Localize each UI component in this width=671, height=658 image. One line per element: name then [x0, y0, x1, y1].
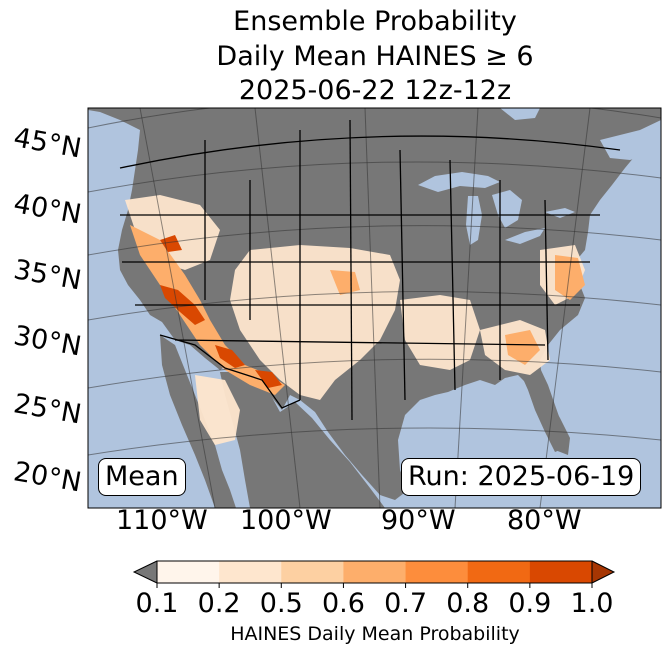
colorbar-tick-label: 0.6: [321, 588, 365, 619]
lake-erie: [505, 228, 545, 244]
title-line-3: 2025-06-22 12z-12z: [238, 75, 512, 106]
lon-label-100: 100°W: [240, 505, 332, 536]
lon-label-110: 110°W: [116, 505, 208, 536]
lon-label-80: 80°W: [507, 505, 582, 536]
lon-label-90: 90°W: [381, 505, 456, 536]
colorbar-cell: [219, 561, 282, 583]
colorbar-under-triangle: [134, 561, 157, 583]
title-line-2: Daily Mean HAINES ≥ 6: [216, 41, 534, 72]
atlantic-inlet: [600, 120, 661, 160]
mexico-mainland: [220, 372, 385, 508]
colorbar-over-triangle: [592, 561, 614, 583]
lake-michigan: [466, 196, 482, 245]
lake-superior: [418, 172, 500, 192]
colorbar-tick-label: 1.0: [570, 588, 614, 619]
colorbar-frame: [156, 560, 593, 584]
colorbar-cell: [343, 561, 407, 583]
colorbar-triangle-edges: [132, 560, 616, 584]
colorbar-cell: [405, 561, 469, 583]
baja: [160, 335, 236, 508]
colorbar-tick-label: 0.7: [384, 588, 428, 619]
graticule: [88, 108, 661, 508]
probability-field-mid: [130, 225, 585, 395]
colorbar-cell: [281, 561, 344, 583]
colorbar-cell: [529, 561, 593, 583]
title-line-1: Ensemble Probability: [233, 6, 517, 37]
lake-ontario: [545, 208, 575, 218]
colorbar-tick-label: 0.1: [135, 588, 179, 619]
colorbar-tick-label: 0.8: [446, 588, 490, 619]
borders: [119, 119, 621, 421]
colorbar-cell: [467, 561, 531, 583]
colorbar-tick-label: 0.2: [197, 588, 241, 619]
colorbar-cell: [157, 561, 220, 583]
colorbar-label: HAINES Daily Mean Probability: [230, 623, 520, 645]
mean-label-box: Mean: [98, 458, 186, 496]
map-frame: [87, 107, 662, 509]
colorbar-tick-label: 0.9: [508, 588, 552, 619]
hudson-bay-fragment: [500, 108, 540, 120]
run-date-box: Run: 2025-06-19: [401, 458, 642, 496]
colorbar-tick-label: 0.5: [259, 588, 303, 619]
